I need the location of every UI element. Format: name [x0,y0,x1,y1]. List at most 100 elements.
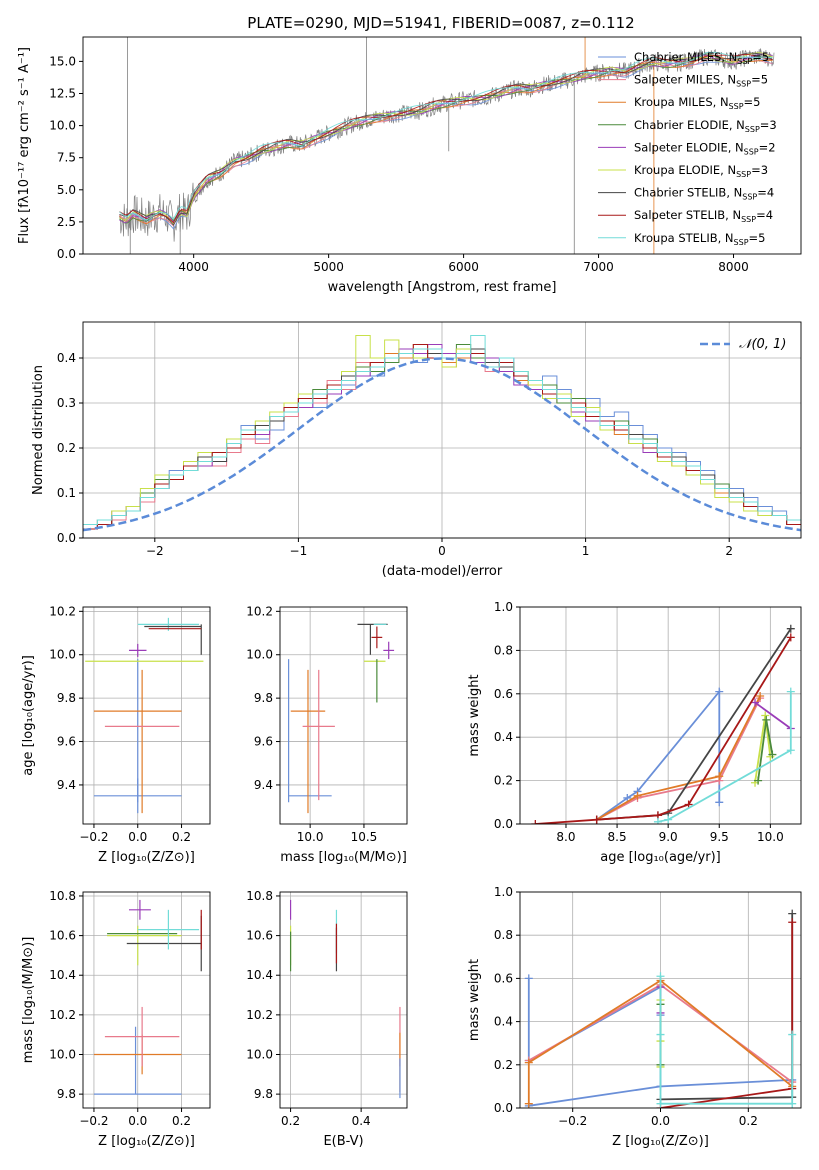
y-tick-label: 0.0 [57,247,76,261]
legend-label-suffix: =4 [757,186,774,200]
y-tick-label: 9.8 [254,1087,273,1101]
y-tick-label: 5.0 [57,183,76,197]
weight-marker [656,1099,665,1108]
chart-age-vs-mass: 10.0 10.5 9.4 9.6 9.8 10.0 10.2 mass [log₁₀(M/M… [246,604,408,865]
legend-label-suffix: =3 [760,118,777,132]
x-axis-label: wavelength [Angstrom, rest frame] [328,280,557,295]
legend-label: Salpeter STELIB, NSSP=4 [634,208,773,224]
weight-marker [524,974,533,983]
chart-mass-vs-Z: −0.2 0.0 0.2 9.8 10.0 10.2 10.4 10.6 10.8 Z [log₁… [21,889,211,1149]
plot-area [288,623,395,814]
axes-frame [82,36,802,255]
y-tick-label: 9.6 [254,735,273,749]
x-axis-label: Z [log₁₀(Z/Z⊙)] [98,850,195,865]
x-tick-label: 9.5 [710,830,729,844]
weight-marker [656,972,665,981]
legend-label-suffix: =3 [751,163,768,177]
y-tick-label: 0.0 [494,817,513,831]
legend-label-subscript: SSP [744,147,759,156]
plot-area [524,909,797,1108]
x-tick-label: 0.2 [172,830,191,844]
axes-frame [279,606,408,825]
x-tick-label: −0.2 [79,1114,108,1128]
legend-label-name: Chabrier ELODIE, N [634,118,745,132]
axes-frame [82,606,211,825]
chart-residuals: 𝒩(0, 1) −2 −1 0 1 2 0.0 0.1 0.2 0.3 0.4 (data-model… [31,321,802,579]
x-tick-label: 10.0 [297,830,324,844]
legend-label-subscript: SSP [737,57,752,66]
plot-area [531,624,795,824]
model-line-5 [119,52,773,226]
y-tick-label: 0.0 [57,531,76,545]
weight-marker [762,715,771,724]
weight-marker [754,776,763,785]
chart-weight-vs-age: 8.0 8.5 9.0 9.5 10.0 0.0 0.2 0.4 0.6 0.8 1.0 age [l… [467,600,802,865]
legend-label-subscript: SSP [729,102,744,111]
x-axis-label: Z [log₁₀(Z/Z⊙)] [612,1134,709,1149]
legend-label: Salpeter MILES, NSSP=5 [634,73,768,89]
x-axis-label: Z [log₁₀(Z/Z⊙)] [98,1134,195,1149]
weight-marker [524,1058,533,1067]
histogram-8 [83,335,801,538]
legend-label-name: Chabrier STELIB, N [634,186,742,200]
weight-marker [715,798,724,807]
y-tick-label: 15.0 [49,54,76,68]
legend-label: Chabrier STELIB, NSSP=4 [634,186,774,202]
y-tick-label: 1.0 [494,600,513,614]
plot-area [85,617,204,814]
weight-marker [656,1030,665,1039]
y-tick-label: 9.8 [254,691,273,705]
weight-line-3 [754,701,792,730]
chart-mass-vs-ebv: 0.2 0.4 9.8 10.0 10.2 10.4 10.6 10.8 E(B-V) [246,889,408,1149]
y-axis-label: mass weight [467,959,482,1041]
y-tick-label: 2.5 [57,215,76,229]
y-tick-label: 10.6 [49,929,76,943]
legend-label-name: Kroupa STELIB, N [634,231,734,245]
legend-label-suffix: =5 [744,95,761,109]
x-tick-label: 5000 [313,260,344,274]
y-tick-label: 0.4 [494,730,513,744]
y-tick-label: 0.6 [494,687,513,701]
weight-marker [786,746,795,755]
y-tick-label: 12.5 [49,86,76,100]
x-tick-label: 0.2 [281,1114,300,1128]
x-tick-label: 7000 [583,260,614,274]
y-tick-label: 9.8 [57,1087,76,1101]
y-tick-label: 0.3 [57,396,76,410]
y-tick-label: 10.2 [49,604,76,618]
axes-frame [82,891,211,1109]
x-tick-label: −2 [146,544,164,558]
legend-label-name: Salpeter MILES, N [634,73,736,87]
legend-label-suffix: =4 [756,208,773,222]
x-tick-label: 8000 [718,260,749,274]
y-tick-label: 1.0 [494,885,513,899]
y-tick-label: 0.0 [494,1101,513,1115]
y-tick-label: 10.0 [49,1047,76,1061]
legend-label-subscript: SSP [736,170,751,179]
weight-marker [653,817,662,824]
legend-label-suffix: =5 [752,50,769,64]
weight-line-8 [657,691,792,823]
x-tick-label: 8.5 [608,830,627,844]
weight-marker [788,1030,797,1039]
y-tick-label: 9.4 [254,778,273,792]
x-tick-label: 0 [438,544,446,558]
weight-line-3 [527,979,793,1104]
weight-marker [592,815,601,824]
x-axis-label: E(B-V) [323,1134,363,1149]
x-tick-label: 4000 [178,260,209,274]
x-tick-label: 0.4 [352,1114,371,1128]
chart-weight-vs-Z: −0.2 0.0 0.2 0.0 0.2 0.4 0.6 0.8 1.0 Z [log₁₀(Z/Z… [467,885,802,1149]
legend-label-subscript: SSP [742,193,757,202]
weight-marker [786,624,795,633]
weight-marker [633,791,642,800]
weight-marker [623,793,632,802]
legend-label: Kroupa MILES, NSSP=5 [634,95,760,111]
x-tick-label: 9.0 [659,830,678,844]
weight-marker [524,1099,533,1108]
chart-age-vs-Z: −0.2 0.0 0.2 9.4 9.6 9.8 10.0 10.2 Z [log₁₀(Z/Z⊙… [21,604,211,865]
